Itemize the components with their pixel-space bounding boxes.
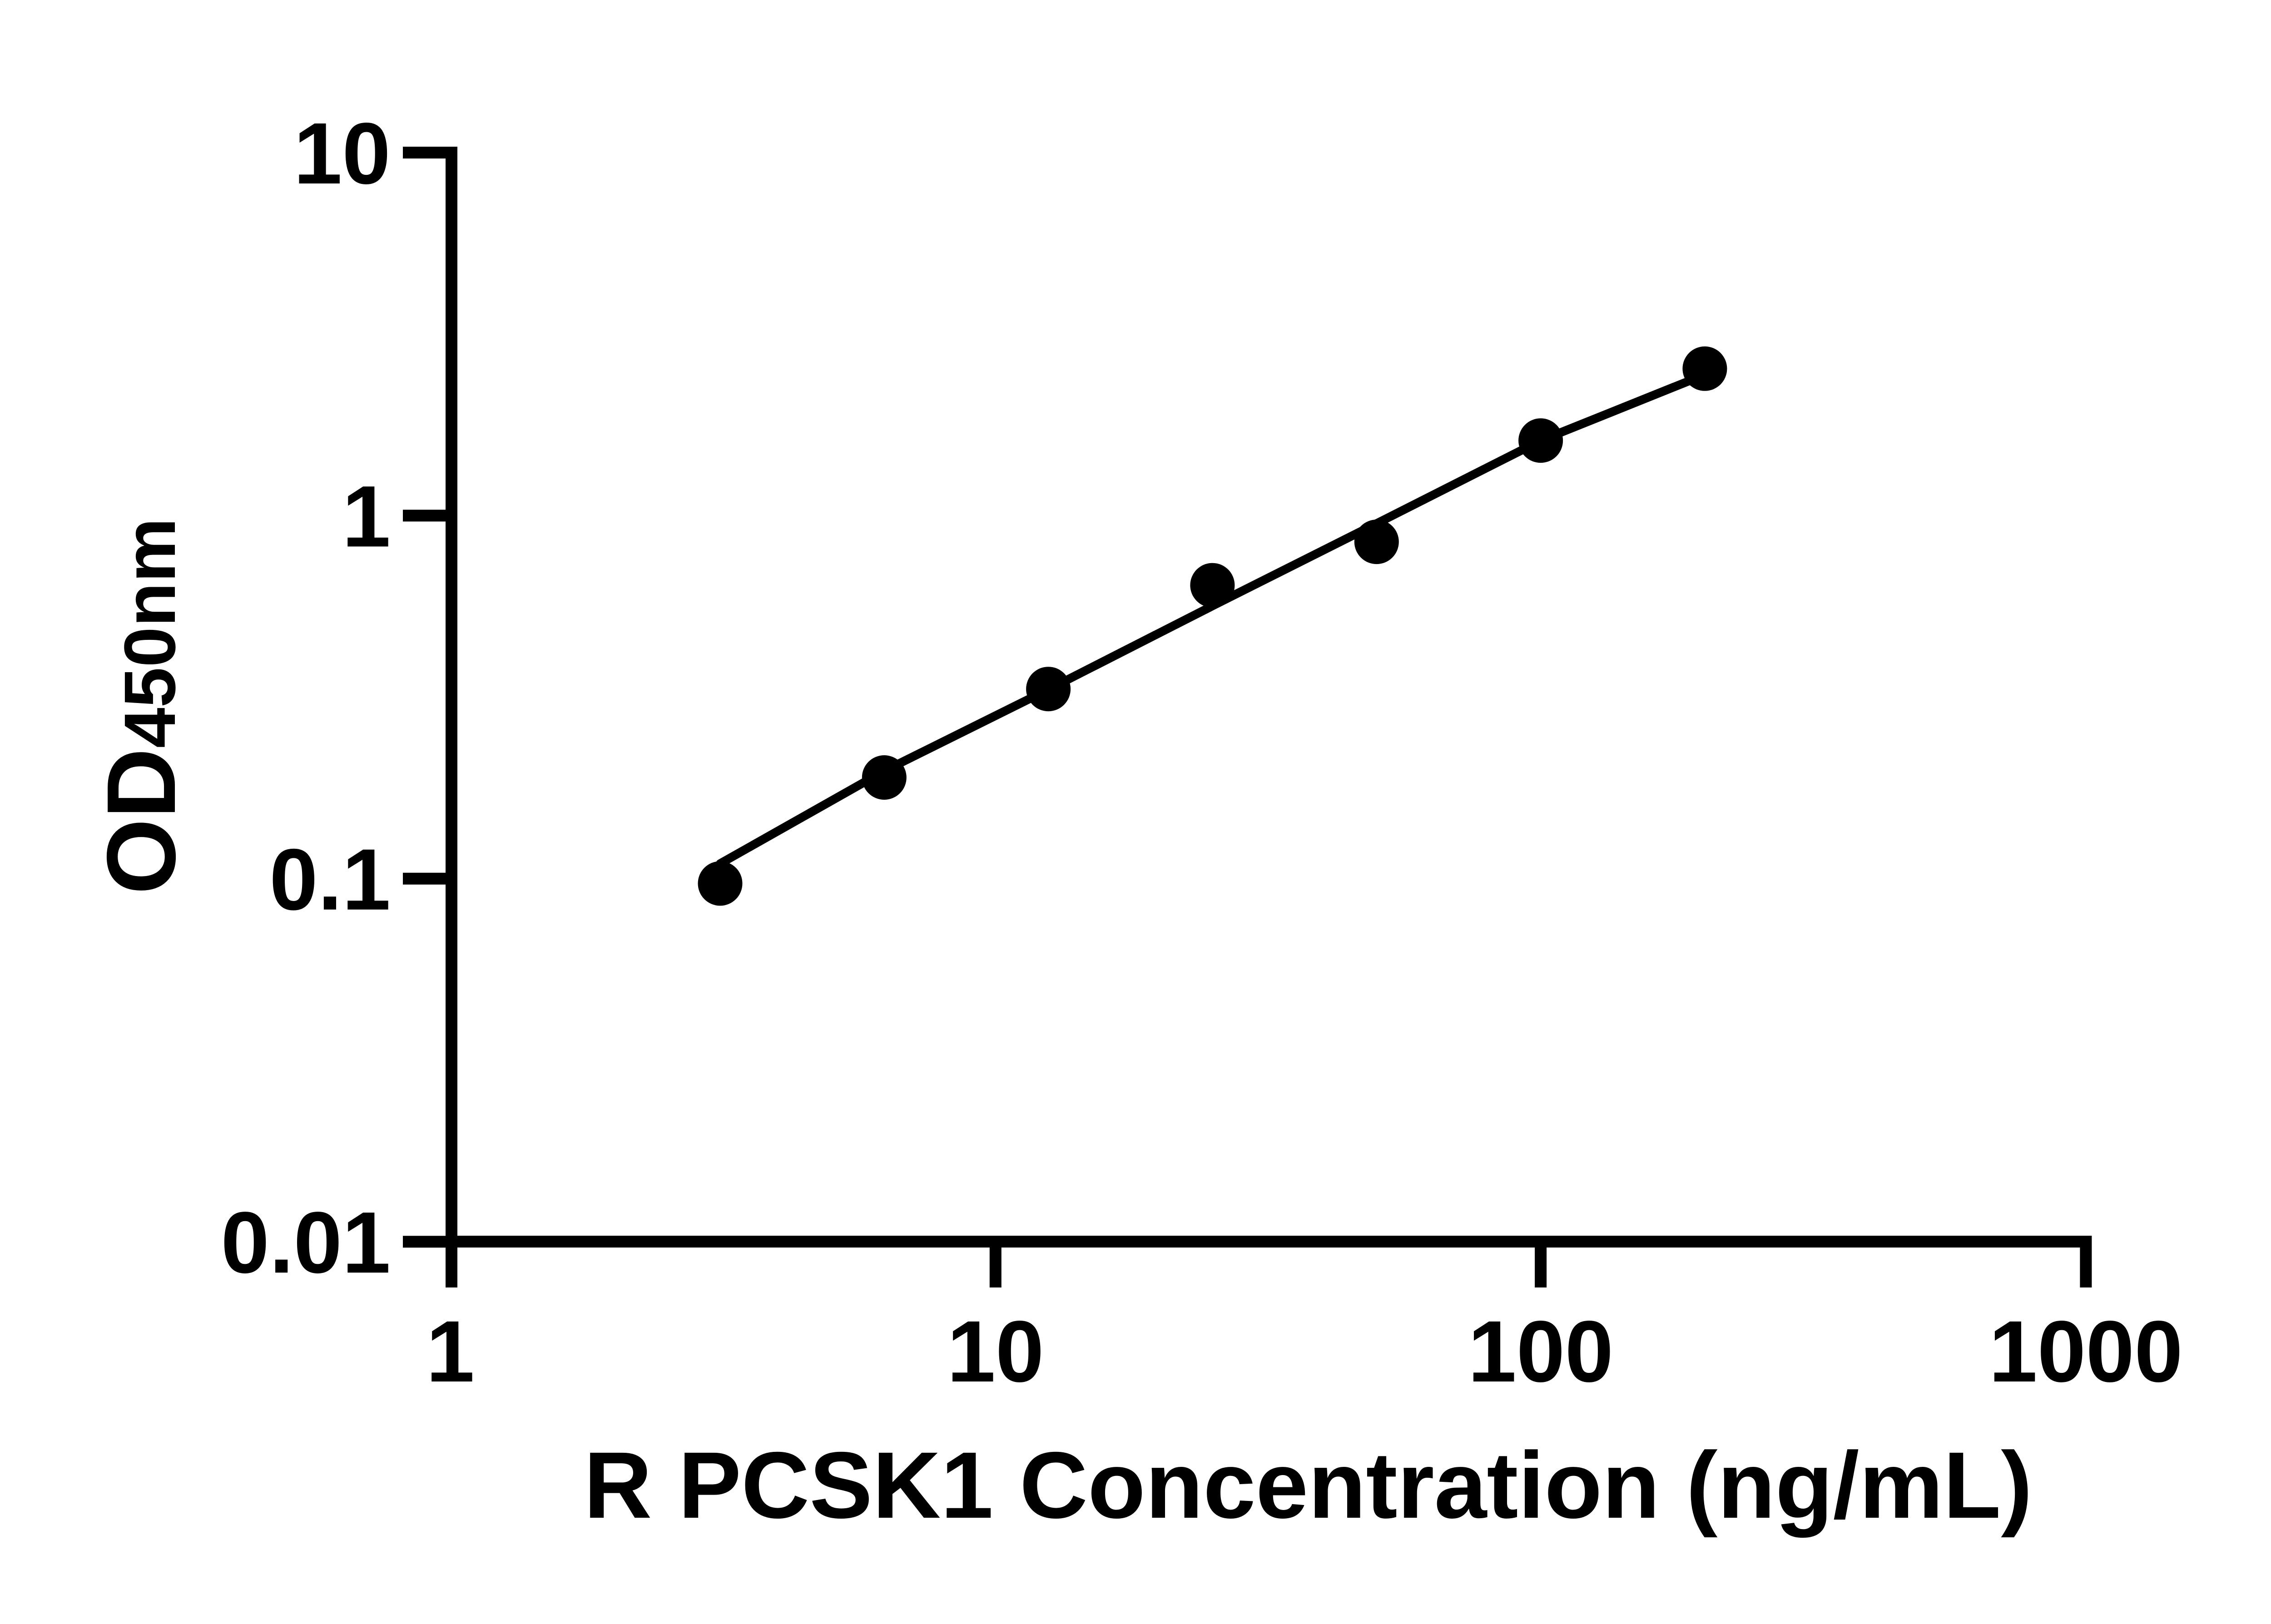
data-point bbox=[1026, 667, 1071, 712]
y-tick-label: 10 bbox=[293, 104, 391, 202]
x-axis-title: R PCSK1 Concentration (ng/mL) bbox=[584, 1433, 2032, 1538]
y-tick-label: 0.1 bbox=[269, 831, 391, 928]
data-point bbox=[862, 755, 907, 800]
data-point bbox=[1190, 563, 1235, 608]
y-tick-label: 1 bbox=[342, 467, 391, 565]
y-axis-title-subscript: 450nm bbox=[109, 518, 190, 748]
y-axis-title-main: OD bbox=[86, 748, 196, 895]
data-point bbox=[1518, 418, 1563, 463]
x-tick-label: 1000 bbox=[1989, 1302, 2183, 1400]
data-point bbox=[1354, 520, 1399, 564]
x-tick-label: 1 bbox=[426, 1302, 475, 1400]
x-tick-label: 10 bbox=[947, 1302, 1044, 1400]
data-point bbox=[1682, 346, 1727, 391]
x-tick-label: 100 bbox=[1468, 1302, 1613, 1400]
y-axis-title: OD450nm bbox=[86, 518, 196, 894]
data-point bbox=[698, 861, 743, 906]
y-tick-label: 0.01 bbox=[221, 1193, 391, 1291]
